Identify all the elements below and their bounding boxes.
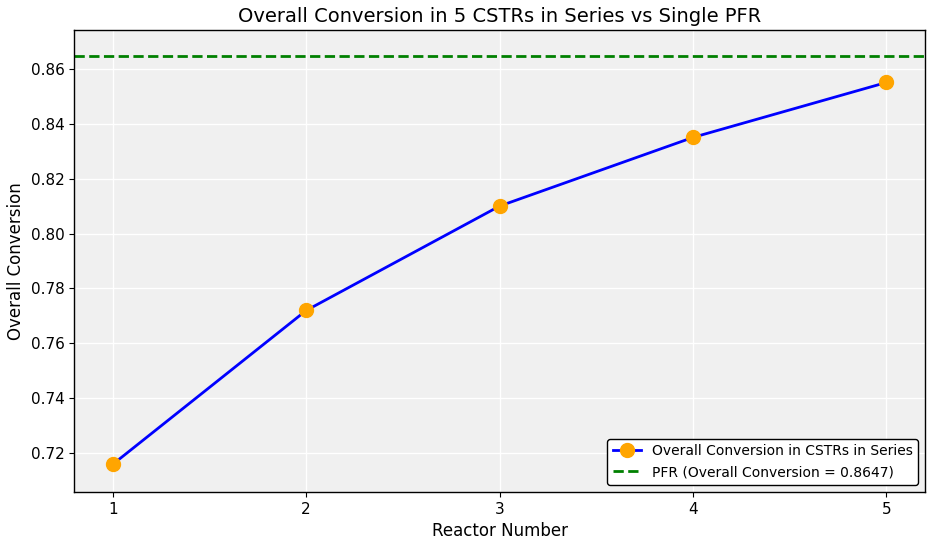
Overall Conversion in CSTRs in Series: [301, 307, 312, 314]
Overall Conversion in CSTRs in Series: [494, 203, 505, 210]
PFR (Overall Conversion = 0.8647): [107, 53, 118, 59]
Overall Conversion in CSTRs in Series: [881, 79, 892, 86]
Line: Overall Conversion in CSTRs in Series: Overall Conversion in CSTRs in Series: [106, 75, 893, 472]
X-axis label: Reactor Number: Reactor Number: [432, 522, 568, 540]
Y-axis label: Overall Conversion: Overall Conversion: [7, 182, 25, 340]
Legend: Overall Conversion in CSTRs in Series, PFR (Overall Conversion = 0.8647): Overall Conversion in CSTRs in Series, P…: [608, 439, 918, 485]
Overall Conversion in CSTRs in Series: [107, 461, 118, 468]
Title: Overall Conversion in 5 CSTRs in Series vs Single PFR: Overall Conversion in 5 CSTRs in Series …: [238, 7, 761, 26]
Overall Conversion in CSTRs in Series: [688, 134, 699, 141]
